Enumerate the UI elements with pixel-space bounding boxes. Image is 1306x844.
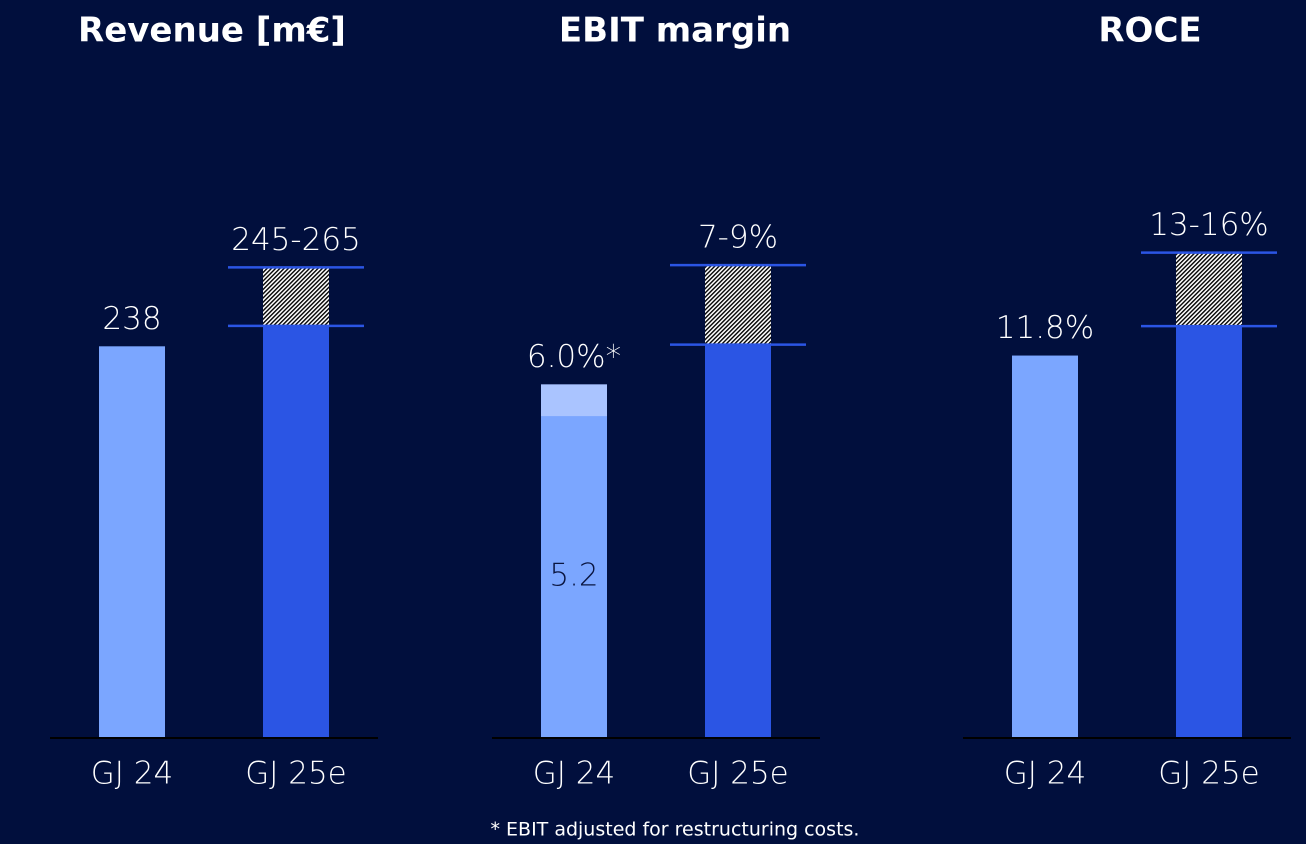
- chart-title: ROCE: [1098, 11, 1201, 51]
- value-label: 11.8%: [996, 310, 1094, 346]
- value-label: 245-265: [231, 222, 361, 258]
- chart-title: Revenue [m€]: [78, 11, 346, 51]
- x-tick-label: GJ 24: [533, 756, 615, 792]
- x-tick-label: GJ 24: [91, 756, 173, 792]
- bar: [263, 325, 329, 738]
- bar: [1012, 355, 1078, 738]
- x-tick-label: GJ 25e: [1158, 756, 1260, 792]
- x-tick-label: GJ 24: [1004, 756, 1086, 792]
- chart-title: EBIT margin: [559, 11, 791, 51]
- bar: [1176, 326, 1242, 738]
- value-label: 13-16%: [1149, 207, 1269, 243]
- range-band: [263, 267, 329, 326]
- value-label: 6.0%*: [527, 339, 621, 375]
- range-band: [1176, 252, 1242, 327]
- inner-bar: [541, 416, 607, 738]
- value-label: 238: [102, 301, 161, 337]
- x-tick-label: GJ 25e: [687, 756, 789, 792]
- footnote: * EBIT adjusted for restructuring costs.: [491, 819, 860, 841]
- bar: [99, 346, 165, 738]
- value-label: 7-9%: [698, 220, 778, 256]
- x-tick-label: GJ 25e: [245, 756, 347, 792]
- bar: [705, 344, 771, 738]
- inner-value-label: 5.2: [549, 558, 598, 594]
- range-band: [705, 265, 771, 345]
